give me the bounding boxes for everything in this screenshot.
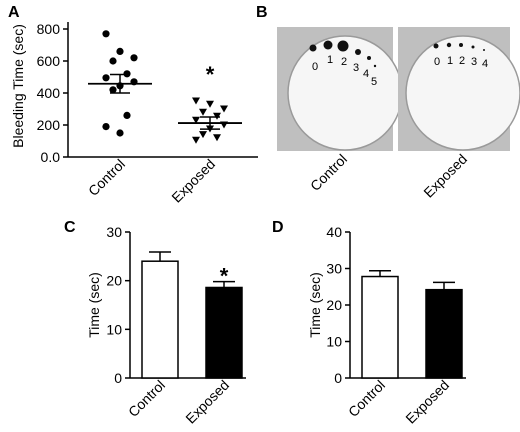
chart-a-point	[102, 74, 110, 82]
blood-spot	[355, 49, 361, 55]
chart-c-time: Time (sec) 0 10 20 30 * Control Exposed	[86, 224, 246, 427]
blood-spot	[433, 43, 439, 49]
chart-c-x-tick-label: Exposed	[182, 377, 232, 427]
chart-d-bar	[361, 275, 399, 379]
spot-number: 3	[353, 62, 359, 74]
chart-a-point	[130, 54, 138, 62]
chart-a-significance-marker: *	[206, 62, 215, 87]
chart-d-ylabel: Time (sec)	[307, 272, 323, 338]
chart-c-y-tick-label: 20	[106, 273, 122, 289]
chart-a-point	[192, 97, 200, 105]
blood-spot	[337, 40, 349, 52]
chart-a-x-tick-label: Exposed	[168, 156, 218, 206]
chart-a-point	[199, 131, 207, 139]
chart-a-point	[109, 86, 117, 94]
chart-a-point	[213, 134, 221, 142]
spot-number: 2	[341, 56, 347, 68]
blood-spot	[323, 40, 333, 50]
spot-number: 1	[447, 55, 453, 67]
chart-d-x-tick-label: Exposed	[402, 377, 452, 427]
filter-paper-photos: 0 1 2 3 4 5 0 1 2 3 4 Control Exposed	[277, 27, 520, 201]
chart-a-point	[102, 123, 110, 131]
blood-spot	[483, 49, 485, 51]
panel-label-b: B	[256, 4, 268, 21]
chart-a-bleeding-time: Bleeding Time (sec) 0.0 200 400 600 800 * Co…	[10, 21, 258, 206]
chart-a-point	[206, 100, 214, 108]
chart-a-x-tick-label: Control	[85, 156, 128, 199]
chart-c-y-tick-label: 30	[106, 224, 122, 240]
chart-a-point	[123, 111, 131, 119]
chart-c-x-tick-label: Control	[125, 377, 168, 420]
chart-a-y-ticks: 0.0 200 400 600 800	[37, 21, 68, 165]
blood-spot	[446, 42, 452, 48]
spot-number: 3	[471, 56, 477, 68]
chart-c-ylabel: Time (sec)	[86, 272, 102, 338]
chart-a-y-tick-label: 400	[37, 85, 61, 101]
spot-number: 5	[371, 76, 377, 88]
chart-c-y-tick-label: 10	[106, 321, 122, 337]
chart-d-y-tick-label: 30	[326, 261, 342, 277]
chart-a-y-tick-label: 600	[37, 53, 61, 69]
blood-spot	[367, 56, 371, 60]
chart-a-point	[116, 129, 124, 137]
chart-d-y-tick-label: 20	[326, 297, 342, 313]
filter-paper-caption-control: Control	[307, 151, 350, 194]
blood-spot	[471, 45, 475, 49]
chart-a-point	[220, 105, 228, 113]
chart-a-y-tick-label: 0.0	[41, 149, 61, 165]
chart-a-point	[109, 57, 117, 65]
spot-number: 4	[482, 58, 488, 70]
chart-a-point	[199, 108, 207, 116]
chart-a-point	[102, 30, 110, 38]
chart-d-time: Time (sec) 0 10 20 30 40 Control Exposed	[307, 224, 466, 427]
chart-d-bar	[425, 288, 463, 379]
blood-spot	[373, 64, 377, 68]
chart-d-x-tick-label: Control	[345, 377, 388, 420]
spot-number: 0	[434, 56, 440, 68]
chart-d-y-tick-label: 10	[326, 334, 342, 350]
chart-c-y-tick-label: 0	[114, 370, 122, 386]
chart-a-point	[192, 136, 200, 144]
chart-a-y-tick-label: 200	[37, 117, 61, 133]
chart-a-point	[192, 116, 200, 124]
filter-paper-circle-exposed	[405, 35, 520, 151]
filter-paper-caption-exposed: Exposed	[420, 151, 470, 201]
blood-spot	[309, 44, 317, 52]
chart-c-x-tick-labels: Control Exposed	[125, 377, 232, 427]
filter-paper-circle-control	[287, 35, 403, 151]
chart-c-significance-marker: *	[220, 263, 229, 288]
chart-c-bar	[141, 260, 179, 379]
panel-label-a: A	[8, 4, 20, 21]
chart-c-y-ticks: 0 10 20 30	[106, 224, 130, 386]
chart-a-point	[116, 47, 124, 56]
blood-spot	[459, 43, 463, 47]
chart-a-marks: *	[88, 30, 242, 144]
chart-d-y-tick-label: 40	[326, 224, 342, 240]
chart-a-ylabel: Bleeding Time (sec)	[10, 24, 26, 148]
chart-d-y-ticks: 0 10 20 30 40	[326, 224, 350, 386]
chart-a-y-tick-label: 800	[37, 21, 61, 37]
chart-a-x-tick-labels: Control Exposed	[85, 156, 218, 206]
panel-label-d: D	[272, 219, 284, 236]
panel-label-c: C	[64, 219, 76, 236]
spot-number: 1	[327, 54, 333, 66]
spot-number: 0	[312, 61, 318, 73]
chart-d-marks	[361, 269, 463, 379]
chart-c-marks: *	[141, 251, 243, 379]
chart-d-y-tick-label: 0	[334, 370, 342, 386]
spot-number: 2	[459, 55, 465, 67]
chart-c-bar	[205, 286, 243, 379]
spot-number: 4	[363, 68, 369, 80]
chart-a-point	[213, 112, 221, 120]
chart-d-x-tick-labels: Control Exposed	[345, 377, 452, 427]
